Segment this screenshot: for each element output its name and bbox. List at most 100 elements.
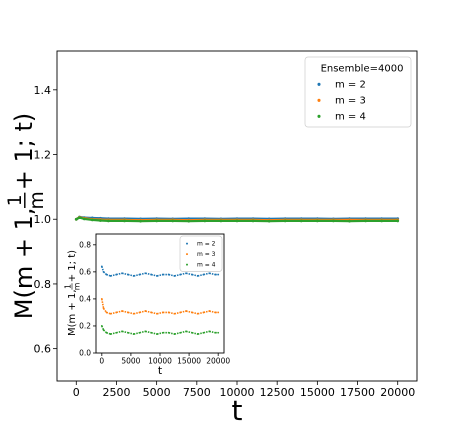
data-trace	[121, 330, 129, 334]
legend: Ensemble=4000 m = 2 m = 3 m = 4	[304, 56, 412, 128]
data-trace	[191, 331, 199, 335]
data-trace	[197, 311, 204, 315]
data-trace	[92, 218, 101, 222]
data-trace	[79, 216, 85, 220]
data-trace	[127, 311, 135, 315]
data-trace	[110, 273, 117, 277]
data-trace	[156, 331, 164, 335]
data-trace	[203, 272, 210, 276]
data-trace	[203, 310, 210, 314]
y-tick-label: 1.2	[34, 148, 52, 161]
x-tick-label: 15000	[177, 357, 201, 366]
legend-entry: m = 2	[335, 80, 366, 91]
x-tick-label: 2500	[102, 386, 130, 399]
x-tick-label: 5000	[121, 357, 140, 366]
data-trace	[101, 325, 105, 331]
data-trace	[197, 273, 204, 277]
data-trace	[103, 271, 108, 276]
series-3	[100, 325, 220, 335]
data-trace	[191, 311, 199, 315]
data-trace	[145, 330, 152, 334]
data-trace	[168, 311, 175, 315]
data-trace	[209, 330, 216, 334]
y-label-numerator: 1	[5, 194, 26, 206]
data-trace	[101, 298, 105, 309]
data-trace	[174, 331, 181, 335]
data-trace	[84, 217, 93, 221]
data-trace	[110, 331, 117, 335]
y-tick-label: 0.8	[79, 241, 91, 250]
data-trace	[209, 310, 216, 314]
data-trace	[133, 273, 140, 277]
legend-marker	[186, 253, 188, 256]
x-tick-label: 0	[99, 357, 104, 366]
data-trace	[139, 272, 146, 276]
data-trace	[151, 331, 158, 335]
y-tick-label: 0.4	[79, 295, 91, 304]
data-trace	[133, 331, 140, 335]
x-tick-label: 17500	[340, 386, 375, 399]
legend-box	[304, 56, 412, 128]
data-trace	[151, 311, 158, 315]
x-tick-label: 10000	[148, 357, 172, 366]
y-label-denominator: m	[27, 191, 48, 209]
data-trace	[180, 330, 187, 334]
data-trace	[185, 272, 193, 276]
data-trace	[121, 310, 129, 314]
data-trace	[116, 310, 123, 314]
data-trace	[174, 311, 181, 315]
data-trace	[145, 272, 152, 276]
data-trace	[106, 331, 111, 335]
y-label-numerator: 1	[64, 284, 73, 289]
data-trace	[101, 266, 105, 273]
data-trace	[156, 273, 164, 277]
y-tick-label: 1.0	[34, 213, 52, 226]
data-trace	[191, 273, 199, 277]
data-trace	[185, 310, 193, 314]
x-tick-label: 5000	[143, 386, 171, 399]
data-trace	[180, 310, 187, 314]
data-trace	[168, 273, 175, 277]
data-trace	[116, 330, 123, 334]
data-trace	[180, 272, 187, 276]
series-1	[100, 265, 220, 277]
data-trace	[127, 331, 135, 335]
data-trace	[116, 272, 123, 276]
data-trace	[110, 311, 117, 315]
legend: m = 2 m = 3 m = 4	[179, 235, 223, 272]
x-tick-label: 10000	[220, 386, 255, 399]
data-trace	[151, 273, 158, 277]
data-trace	[156, 311, 164, 315]
legend-entry: m = 4	[335, 112, 366, 123]
y-label-denominator: m	[73, 283, 82, 291]
legend-entry: m = 2	[197, 241, 216, 248]
legend-marker	[186, 263, 188, 266]
legend-box	[179, 235, 223, 272]
data-trace	[133, 311, 140, 315]
inset-chart-group: 0 5000 10000 15000 20000 0.0 0.2 0.4 0.6 0.8 t M(m …	[64, 233, 230, 377]
data-trace	[145, 310, 152, 314]
data-trace	[75, 216, 80, 221]
data-trace	[106, 273, 111, 277]
legend-entry: m = 3	[197, 251, 216, 258]
data-trace	[168, 331, 175, 335]
legend-title: Ensemble=4000	[321, 64, 404, 75]
data-trace	[121, 272, 129, 276]
data-trace	[139, 330, 146, 334]
legend-marker	[317, 114, 321, 118]
data-trace	[203, 330, 210, 334]
legend-marker	[186, 242, 188, 245]
legend-marker	[317, 82, 321, 86]
x-tick-label: 0	[73, 386, 80, 399]
y-tick-label: 0.8	[34, 278, 52, 291]
legend-marker	[317, 98, 321, 102]
y-label-post: + 1; t)	[10, 113, 38, 191]
y-tick-label: 0.6	[79, 268, 91, 277]
y-tick-label: 0.6	[34, 343, 52, 356]
x-tick-label: 7500	[183, 386, 211, 399]
data-trace	[139, 310, 146, 314]
y-tick-label: 0.0	[79, 349, 91, 358]
